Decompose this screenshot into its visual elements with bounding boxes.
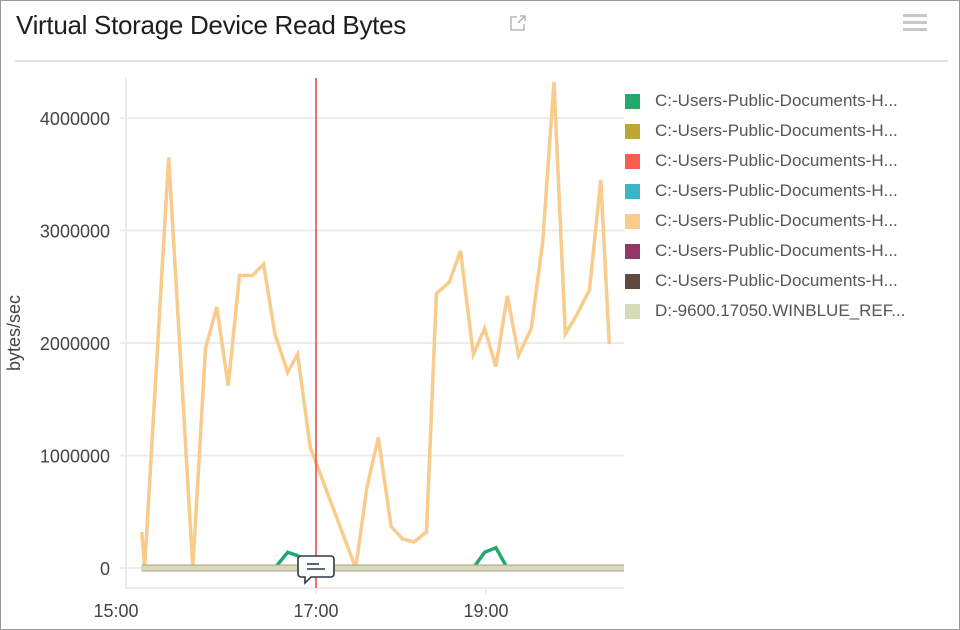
legend-swatch	[625, 213, 640, 229]
legend-label: D:-9600.17050.WINBLUE_REF...	[655, 301, 906, 320]
legend-item[interactable]: C:-Users-Public-Documents-H...	[625, 116, 905, 146]
y-tick-label: 4000000	[40, 109, 110, 129]
legend-swatch	[625, 303, 640, 319]
x-tick-label: 17:00	[293, 601, 338, 621]
legend-swatch	[625, 273, 640, 289]
x-tick-label: 19:00	[463, 601, 508, 621]
legend-swatch	[625, 183, 640, 199]
comment-icon[interactable]	[297, 555, 335, 585]
legend-label: C:-Users-Public-Documents-H...	[655, 271, 898, 290]
x-tick-label: 15:00	[93, 601, 138, 621]
legend-item[interactable]: C:-Users-Public-Documents-H...	[625, 86, 905, 116]
widget-title: Virtual Storage Device Read Bytes	[16, 10, 406, 40]
legend-label: C:-Users-Public-Documents-H...	[655, 181, 898, 200]
y-tick-label: 0	[100, 559, 110, 579]
y-tick-label: 3000000	[40, 222, 110, 242]
legend-item[interactable]: C:-Users-Public-Documents-H...	[625, 176, 905, 206]
legend-label: C:-Users-Public-Documents-H...	[655, 91, 898, 110]
legend-item[interactable]: D:-9600.17050.WINBLUE_REF...	[625, 296, 905, 326]
legend-label: C:-Users-Public-Documents-H...	[655, 211, 898, 230]
legend-item[interactable]: C:-Users-Public-Documents-H...	[625, 146, 905, 176]
legend-swatch	[625, 243, 640, 259]
y-tick-label: 2000000	[40, 334, 110, 354]
legend-swatch	[625, 93, 640, 109]
hamburger-menu-icon[interactable]	[903, 14, 927, 34]
legend-label: C:-Users-Public-Documents-H...	[655, 121, 898, 140]
legend: C:-Users-Public-Documents-H... C:-Users-P…	[625, 86, 905, 326]
legend-item[interactable]: C:-Users-Public-Documents-H...	[625, 266, 905, 296]
header-divider	[15, 60, 948, 62]
external-link-icon[interactable]	[509, 14, 527, 32]
y-axis-label: bytes/sec	[4, 295, 24, 371]
y-tick-label: 1000000	[40, 447, 110, 467]
legend-swatch	[625, 153, 640, 169]
legend-swatch	[625, 123, 640, 139]
legend-item[interactable]: C:-Users-Public-Documents-H...	[625, 236, 905, 266]
legend-label: C:-Users-Public-Documents-H...	[655, 151, 898, 170]
series-line-4	[140, 81, 612, 569]
legend-item[interactable]: C:-Users-Public-Documents-H...	[625, 206, 905, 236]
legend-label: C:-Users-Public-Documents-H...	[655, 241, 898, 260]
